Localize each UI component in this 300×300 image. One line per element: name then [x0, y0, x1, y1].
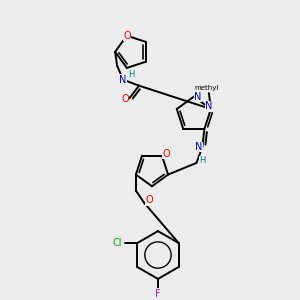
Text: N: N	[205, 101, 213, 111]
Text: O: O	[162, 149, 170, 159]
Text: H: H	[128, 70, 134, 79]
Text: O: O	[123, 31, 130, 41]
Text: methyl: methyl	[195, 85, 219, 91]
Text: O: O	[121, 94, 129, 103]
Text: N: N	[119, 75, 127, 85]
Text: O: O	[145, 196, 153, 206]
Text: Cl: Cl	[112, 238, 122, 248]
Text: N: N	[195, 142, 202, 152]
Text: F: F	[155, 289, 161, 299]
Text: N: N	[194, 92, 202, 102]
Text: H: H	[199, 156, 206, 165]
